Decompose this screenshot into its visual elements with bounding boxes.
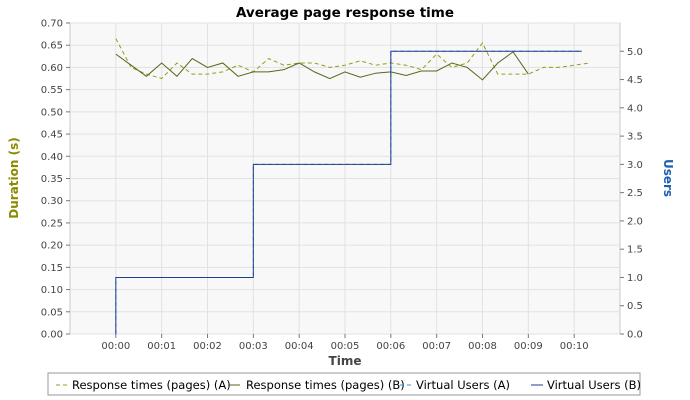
y-left-ticks: 0.00 0.05 0.10 0.15 0.20 0.25 0.30 0.35 0.40 0.45… bbox=[41, 19, 70, 341]
y-right-tick-label: 4.0 bbox=[627, 103, 643, 114]
y-left-tick-label: 0.50 bbox=[41, 107, 63, 118]
x-tick-label: 00:04 bbox=[285, 341, 314, 352]
y-left-tick-label: 0.15 bbox=[41, 263, 63, 274]
x-tick-label: 00:08 bbox=[468, 341, 497, 352]
y-left-tick-label: 0.65 bbox=[41, 41, 63, 52]
x-ticks: 00:00 00:01 00:02 00:03 00:04 00:05 00:06 00:07… bbox=[101, 334, 589, 352]
y-right-axis-title: Users bbox=[661, 159, 675, 197]
y-left-tick-label: 0.45 bbox=[41, 130, 63, 141]
y-left-tick-label: 0.60 bbox=[41, 63, 63, 74]
series-response-times-a bbox=[115, 38, 590, 80]
chart-title: Average page response time bbox=[236, 5, 454, 21]
x-axis-title: Time bbox=[329, 354, 362, 368]
x-tick-label: 00:02 bbox=[193, 341, 222, 352]
y-right-tick-label: 2.0 bbox=[627, 216, 643, 227]
y-left-tick-label: 0.20 bbox=[41, 241, 63, 252]
legend-label-users-b: Virtual Users (B) bbox=[547, 378, 641, 392]
legend-label-response-a: Response times (pages) (A) bbox=[72, 378, 231, 392]
series-layer bbox=[115, 38, 590, 334]
x-tick-label: 00:01 bbox=[147, 341, 176, 352]
x-tick-label: 00:00 bbox=[101, 341, 130, 352]
x-tick-label: 00:03 bbox=[239, 341, 268, 352]
y-left-tick-label: 0.25 bbox=[41, 218, 63, 229]
y-right-ticks: 0.0 0.5 1.0 1.5 2.0 2.5 3.0 3.5 4.0 4.5 5.0 bbox=[620, 47, 643, 341]
legend-label-response-b: Response times (pages) (B) bbox=[246, 378, 405, 392]
y-right-tick-label: 0.5 bbox=[627, 301, 643, 312]
y-right-tick-label: 1.0 bbox=[627, 273, 643, 284]
x-tick-label: 00:07 bbox=[422, 341, 451, 352]
y-left-tick-label: 0.35 bbox=[41, 174, 63, 185]
x-tick-label: 00:09 bbox=[514, 341, 543, 352]
y-left-tick-label: 0.55 bbox=[41, 85, 63, 96]
series-virtual-users-b bbox=[115, 50, 582, 334]
y-right-tick-label: 1.5 bbox=[627, 245, 643, 256]
y-left-tick-label: 0.00 bbox=[41, 330, 63, 341]
legend: Response times (pages) (A) Response time… bbox=[47, 372, 641, 396]
legend-label-users-a: Virtual Users (A) bbox=[416, 378, 510, 392]
y-right-tick-label: 2.5 bbox=[627, 188, 643, 199]
y-left-tick-label: 0.70 bbox=[41, 19, 63, 30]
y-right-tick-label: 0.0 bbox=[627, 330, 643, 341]
legend-box bbox=[47, 372, 641, 396]
x-tick-label: 00:10 bbox=[560, 341, 589, 352]
x-tick-label: 00:06 bbox=[376, 341, 405, 352]
y-left-tick-label: 0.10 bbox=[41, 285, 63, 296]
y-right-tick-label: 3.5 bbox=[627, 132, 643, 143]
y-right-tick-label: 5.0 bbox=[627, 47, 643, 58]
y-left-tick-label: 0.40 bbox=[41, 152, 63, 163]
y-right-tick-label: 4.5 bbox=[627, 75, 643, 86]
series-response-times-b bbox=[115, 51, 529, 81]
y-right-tick-label: 3.0 bbox=[627, 160, 643, 171]
y-left-tick-label: 0.30 bbox=[41, 196, 63, 207]
y-left-axis-title: Duration (s) bbox=[7, 137, 21, 218]
x-tick-label: 00:05 bbox=[331, 341, 360, 352]
y-left-tick-label: 0.05 bbox=[41, 307, 63, 318]
